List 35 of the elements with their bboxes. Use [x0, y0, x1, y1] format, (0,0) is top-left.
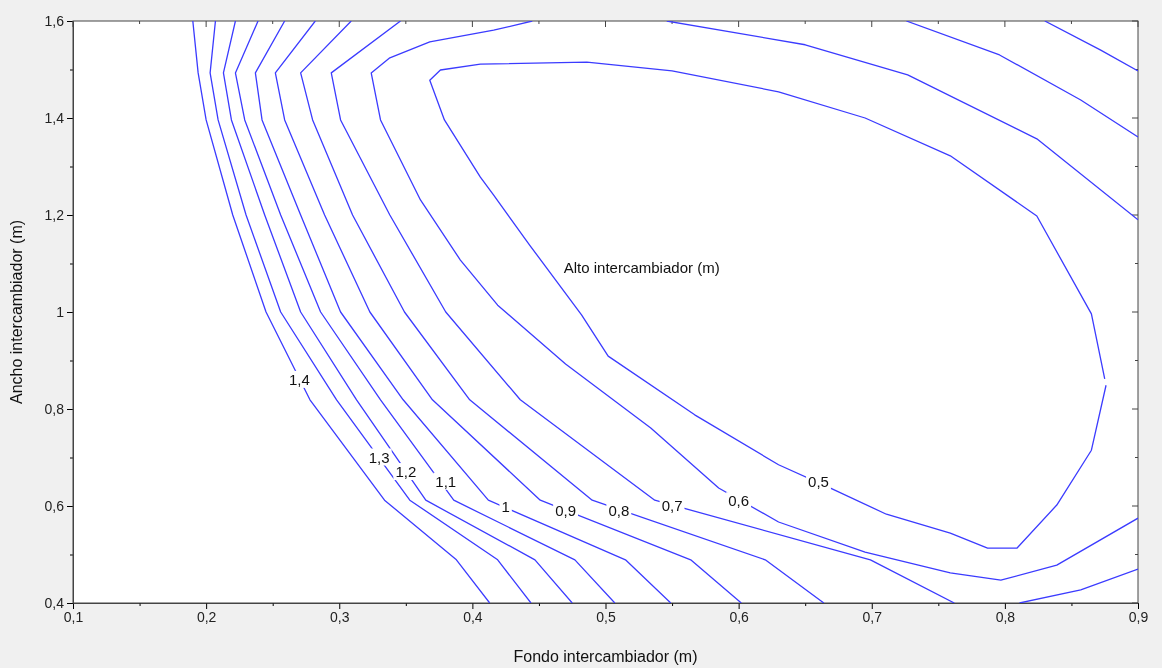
x-tick-label: 0,9	[1128, 608, 1149, 625]
annotation: 0,7	[661, 497, 683, 514]
annotation: 0,9	[555, 501, 576, 519]
x-tick-label: 0,6	[729, 608, 750, 625]
line-series	[192, 21, 491, 603]
x-axis-title: Fondo intercambiador (m)	[513, 648, 698, 665]
y-tick-label: 0,6	[44, 497, 65, 514]
y-tick-label: 1,2	[44, 206, 65, 223]
x-tick-label: 0,7	[862, 608, 883, 625]
annotation: 1,1	[435, 472, 457, 490]
y-tick-label: 1	[56, 303, 65, 320]
x-tick-label: 0,1	[63, 608, 84, 625]
y-tick-label: 1,6	[44, 12, 65, 29]
y-tick-label: 1,4	[44, 109, 65, 126]
line-series	[370, 21, 1138, 581]
y-axis-title: Ancho intercambiador (m)	[8, 219, 25, 405]
annotation: 0,8	[608, 501, 630, 519]
annotation: 1,4	[288, 370, 310, 388]
y-tick-label: 0,8	[44, 400, 65, 417]
annotation: 0,6	[728, 492, 750, 510]
x-tick-label: 0,5	[596, 608, 616, 625]
x-tick-label: 0,3	[330, 608, 350, 625]
line-series	[905, 21, 1138, 138]
annotation: Alto intercambiador (m)	[563, 258, 720, 276]
x-tick-label: 0,2	[196, 608, 217, 625]
annotation: 1,3	[368, 448, 390, 466]
line-series	[429, 61, 1107, 549]
line-series	[666, 21, 1138, 221]
line-series	[330, 21, 955, 603]
annotation: 0,5	[808, 472, 829, 490]
y-tick-label: 0,4	[44, 594, 65, 611]
x-tick-label: 0,8	[995, 608, 1016, 625]
annotation: 1,2	[395, 463, 417, 481]
x-tick-label: 0,4	[463, 608, 483, 625]
annotation: 1	[501, 498, 510, 516]
